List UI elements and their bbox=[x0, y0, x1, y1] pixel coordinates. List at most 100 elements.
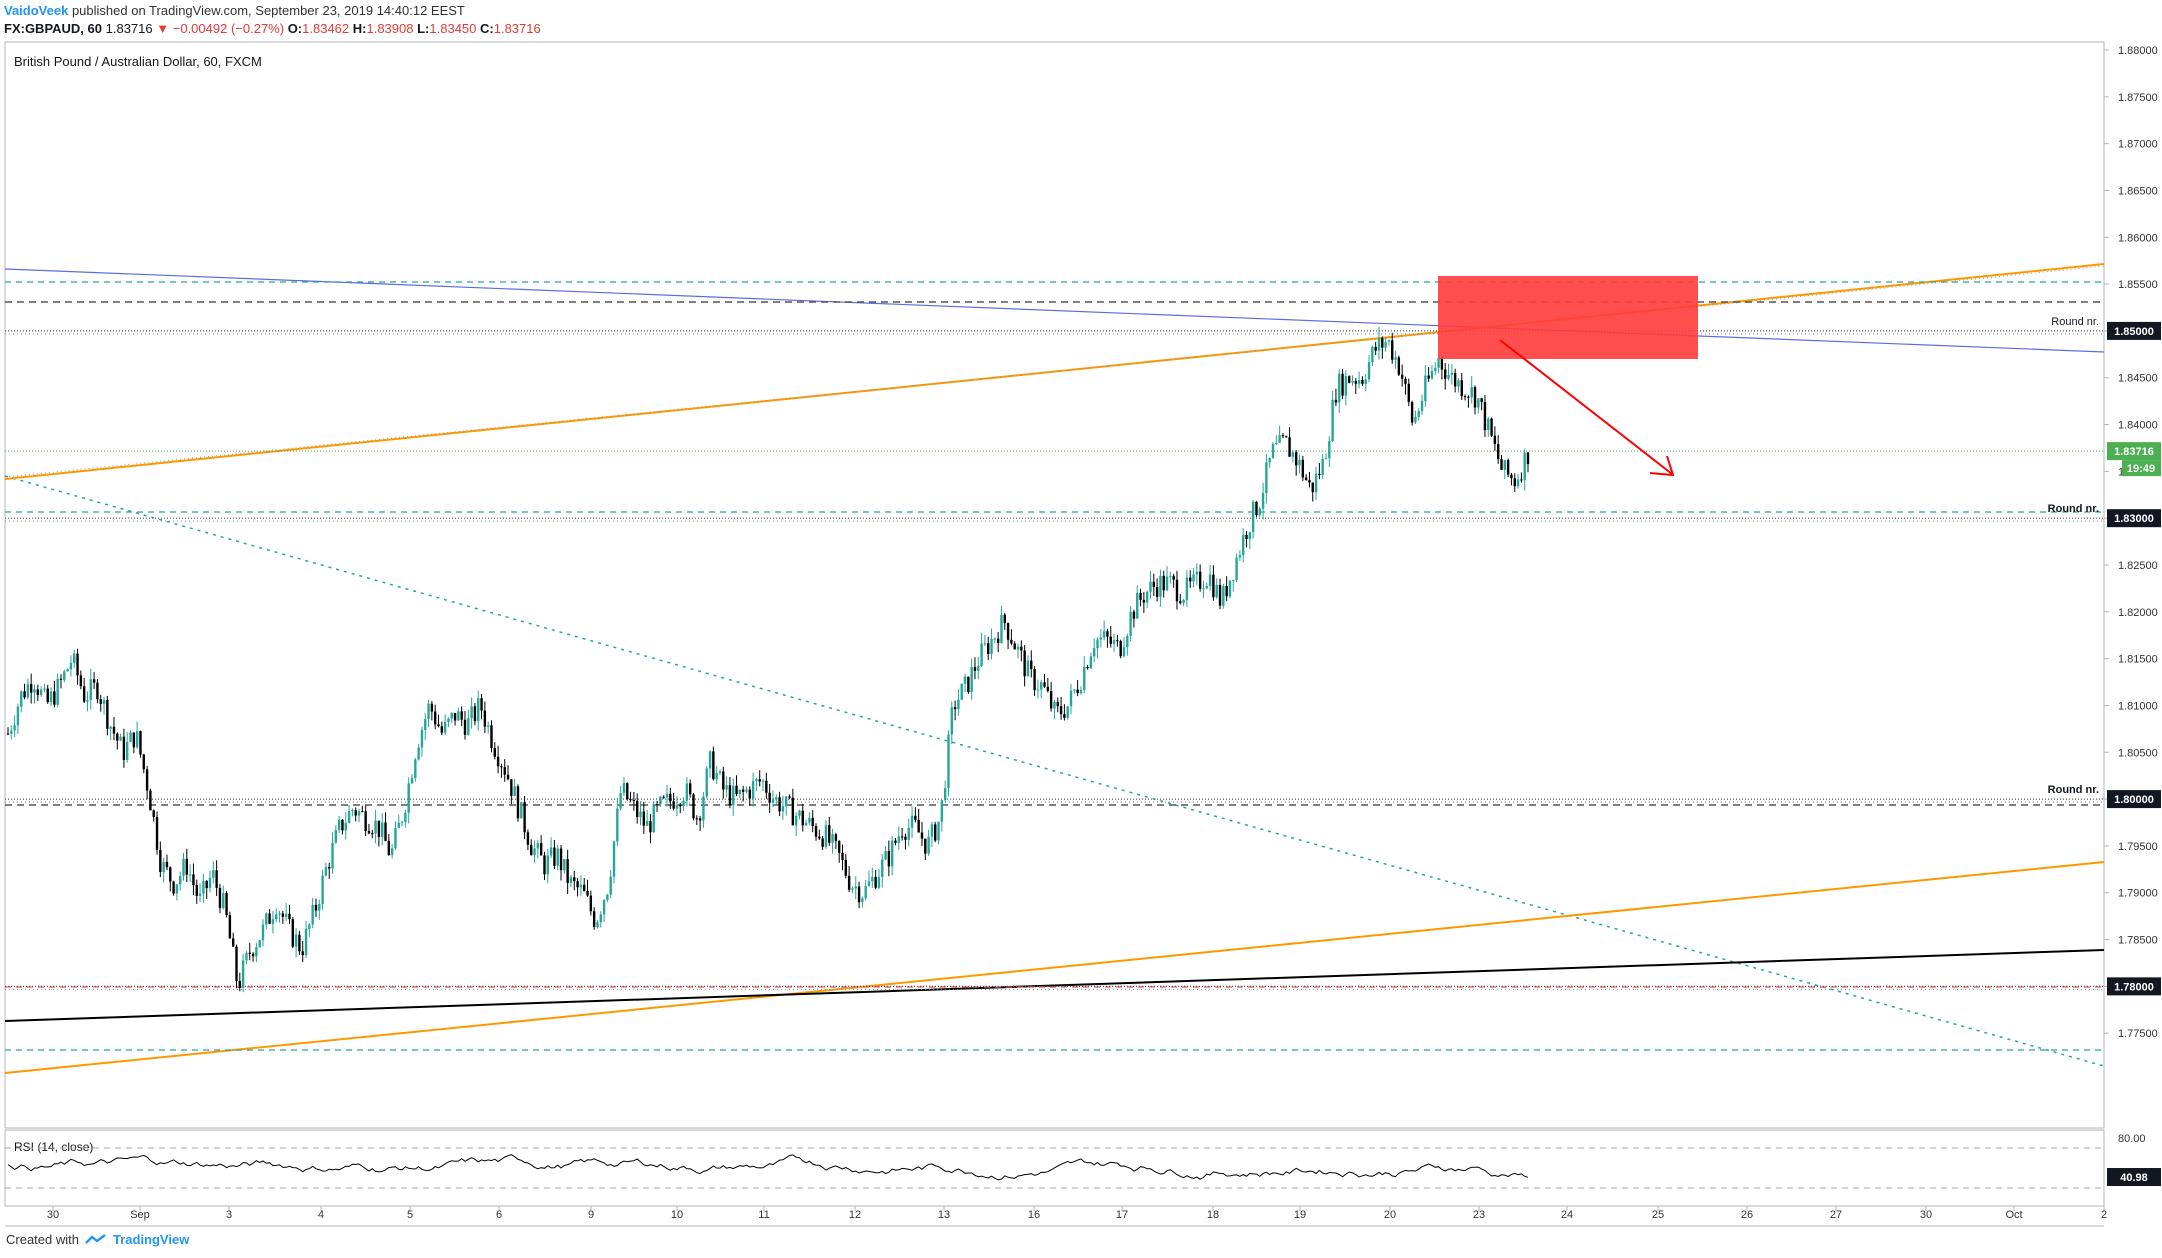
candle-body bbox=[1444, 369, 1447, 379]
candle-body bbox=[970, 667, 973, 692]
candle-body bbox=[188, 874, 192, 876]
candle-body bbox=[205, 880, 208, 889]
black-support-trendline bbox=[4, 949, 2105, 1022]
rsi-label: RSI (14, close) bbox=[14, 1140, 93, 1154]
candle-body bbox=[1129, 611, 1132, 636]
candle-body bbox=[1036, 689, 1040, 691]
candle-body bbox=[977, 665, 980, 671]
candle-body bbox=[993, 638, 997, 640]
candle-body bbox=[1212, 574, 1215, 598]
candle-body bbox=[318, 903, 321, 911]
candle-body bbox=[179, 875, 182, 885]
candle-body bbox=[1145, 591, 1149, 603]
candle-body bbox=[149, 790, 152, 811]
sell-zone-rectangle bbox=[1438, 276, 1698, 359]
candle-body bbox=[520, 802, 523, 819]
candle-body bbox=[440, 726, 444, 733]
candle-body bbox=[943, 788, 947, 801]
candle-body bbox=[433, 711, 437, 725]
candle-body bbox=[775, 797, 778, 800]
candle-body bbox=[20, 691, 23, 707]
candle-body bbox=[1281, 435, 1285, 437]
candle-body bbox=[271, 919, 275, 924]
candle-body bbox=[768, 792, 771, 803]
candle-body bbox=[102, 699, 106, 704]
candle-body bbox=[722, 771, 725, 790]
x-tick-label: 16 bbox=[1028, 1209, 1040, 1221]
round-number-tag bbox=[2107, 790, 2161, 809]
candle-body bbox=[308, 924, 311, 929]
candle-body bbox=[877, 876, 881, 888]
candle-body bbox=[407, 783, 410, 813]
rsi-tick-label: 80.00 bbox=[2118, 1133, 2146, 1145]
candle-body bbox=[1189, 577, 1192, 582]
candle-body bbox=[109, 726, 112, 729]
candle-body bbox=[1099, 637, 1103, 640]
candle-body bbox=[927, 836, 930, 854]
candle-body bbox=[29, 684, 33, 693]
x-tick-label: 4 bbox=[318, 1209, 324, 1221]
candle-body bbox=[1526, 452, 1530, 465]
candle-body bbox=[92, 679, 96, 683]
candle-body bbox=[1152, 581, 1155, 588]
candle-body bbox=[990, 638, 993, 655]
round-number-label: Round nr. bbox=[2048, 784, 2099, 796]
author-link[interactable]: VaidoVeek bbox=[4, 3, 69, 18]
candle-body bbox=[1016, 646, 1020, 650]
candle-body bbox=[771, 799, 775, 803]
candle-body bbox=[987, 643, 990, 655]
candle-body bbox=[387, 840, 391, 856]
candle-body bbox=[122, 736, 126, 760]
candle-body bbox=[679, 805, 682, 807]
x-tick-label: Oct bbox=[2005, 1209, 2022, 1221]
candle-body bbox=[1387, 340, 1391, 342]
candle-body bbox=[1248, 532, 1252, 540]
orange-upper-trendline bbox=[4, 263, 2105, 480]
candle-body bbox=[73, 653, 76, 664]
candle-body bbox=[159, 849, 162, 872]
candle-body bbox=[513, 786, 516, 796]
candle-body bbox=[741, 789, 745, 792]
candle-body bbox=[367, 830, 371, 834]
candle-body bbox=[374, 820, 377, 834]
candle-body bbox=[1198, 571, 1202, 589]
candle-body bbox=[49, 691, 53, 703]
candle-body bbox=[59, 678, 63, 680]
candle-body bbox=[1251, 501, 1255, 533]
candle-body bbox=[334, 830, 338, 843]
candle-body bbox=[698, 818, 702, 821]
candle-body bbox=[533, 848, 536, 856]
candle-body bbox=[225, 893, 228, 916]
candle-body bbox=[1460, 380, 1463, 397]
candle-body bbox=[66, 669, 69, 672]
candle-body bbox=[6, 733, 10, 735]
candle-body bbox=[377, 820, 381, 837]
candle-body bbox=[934, 824, 937, 841]
candle-body bbox=[99, 699, 102, 704]
candle-body bbox=[79, 675, 83, 687]
candle-body bbox=[145, 769, 149, 791]
candle-body bbox=[437, 724, 440, 727]
candle-body bbox=[1049, 691, 1053, 709]
candle-body bbox=[960, 683, 963, 700]
candle-body bbox=[10, 730, 13, 734]
candle-body bbox=[669, 793, 672, 802]
candle-body bbox=[1437, 358, 1440, 368]
candle-body bbox=[357, 811, 361, 816]
candle-body bbox=[1354, 381, 1357, 384]
candle-body bbox=[539, 843, 543, 856]
candle-body bbox=[1434, 367, 1437, 371]
candle-body bbox=[53, 691, 56, 705]
candle-body bbox=[1010, 639, 1013, 644]
candle-body bbox=[1278, 435, 1281, 443]
candle-body bbox=[443, 722, 447, 733]
candle-body bbox=[894, 840, 897, 843]
candle-body bbox=[258, 940, 261, 948]
candle-body bbox=[996, 638, 1000, 644]
candle-body bbox=[33, 689, 36, 693]
candle-body bbox=[1424, 375, 1427, 401]
tradingview-brand[interactable]: TradingView bbox=[112, 1232, 190, 1247]
x-tick-label: 6 bbox=[496, 1209, 502, 1221]
candle-body bbox=[788, 796, 791, 798]
